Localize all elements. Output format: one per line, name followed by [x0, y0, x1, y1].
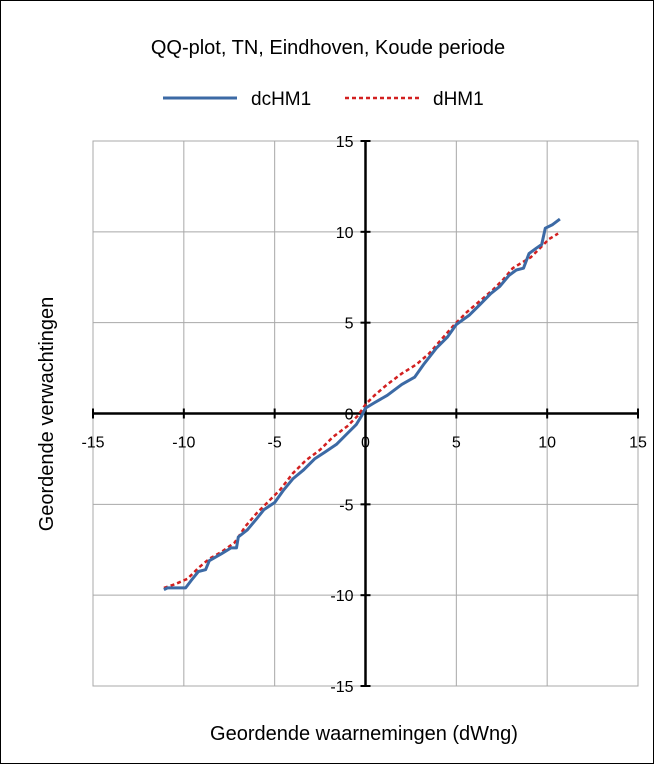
y-tick-label: 10: [336, 225, 354, 242]
x-tick-label: 0: [361, 435, 370, 452]
x-tick-label: 15: [629, 435, 647, 452]
y-tick-label: 5: [345, 316, 354, 333]
series-line-dchm1: [163, 217, 561, 592]
legend-label-dhm1: dHM1: [433, 89, 484, 110]
y-tick-label: -10: [330, 588, 353, 605]
y-tick-label: 15: [336, 134, 354, 151]
y-tick-label: -5: [339, 497, 353, 514]
series-line-dhm1: [163, 232, 559, 590]
tick-labels: -15 -10 -5 0 5 10 15 -15 -10 -5 0 5 10 15: [81, 134, 647, 696]
chart-title: QQ-plot, TN, Eindhoven, Koude periode: [151, 37, 505, 59]
x-tick-label: -15: [81, 435, 104, 452]
y-tick-label: -15: [330, 679, 353, 696]
x-tick-label: 10: [538, 435, 556, 452]
x-tick-label: -10: [172, 435, 195, 452]
y-axis-label: Geordende verwachtingen: [36, 297, 58, 532]
axes: [92, 140, 639, 687]
legend-label-dchm1: dcHM1: [251, 89, 311, 110]
series-layer: [163, 217, 561, 592]
x-tick-label: 5: [452, 435, 461, 452]
legend: dcHM1 dHM1: [163, 89, 484, 110]
x-tick-label: -5: [268, 435, 282, 452]
y-tick-label: 0: [345, 407, 354, 424]
x-axis-label: Geordende waarnemingen (dWng): [210, 723, 518, 745]
